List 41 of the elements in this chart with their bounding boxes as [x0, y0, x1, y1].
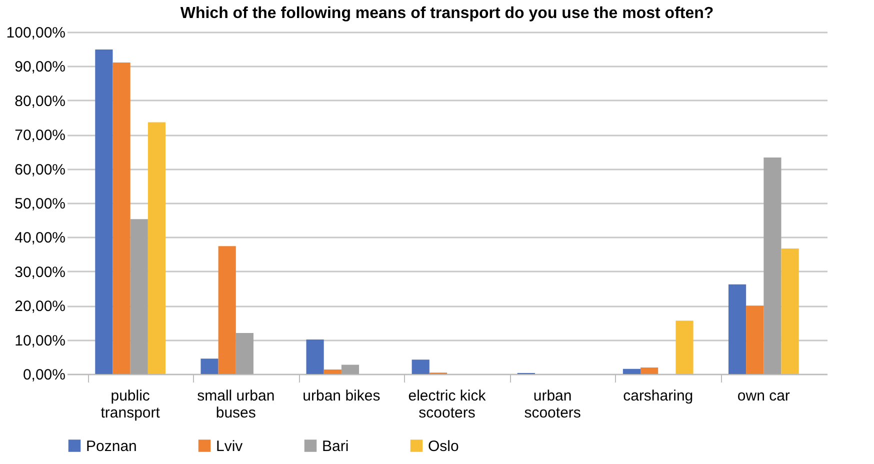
bar: [728, 284, 746, 374]
y-tick-label: 60,00%: [14, 161, 66, 178]
y-tick-label: 40,00%: [14, 230, 66, 247]
bar: [676, 320, 694, 374]
y-tick-label: 100,00%: [6, 24, 66, 42]
bar: [324, 370, 342, 374]
legend-label: Oslo: [428, 438, 459, 455]
y-tick-label: 50,00%: [14, 196, 66, 212]
legend-label: Bari: [322, 438, 349, 455]
bar: [130, 219, 148, 374]
bar: [306, 339, 324, 374]
x-tick-label: urban bikes: [302, 388, 380, 404]
y-tick-label: 90,00%: [14, 58, 66, 76]
bar: [412, 360, 430, 374]
bar: [640, 368, 658, 374]
bar: [112, 62, 130, 374]
x-tick-label: urban scooters: [524, 388, 581, 422]
x-tick-label: own car: [737, 388, 790, 404]
x-tick-label: public transport: [100, 388, 161, 422]
bar: [746, 306, 764, 374]
bar: [148, 122, 166, 374]
x-tick-label: small urban buses: [197, 388, 275, 422]
bar: [200, 358, 218, 374]
legend-label: Lviv: [216, 438, 244, 455]
bar: [622, 368, 641, 374]
y-tick-label: 10,00%: [14, 332, 66, 350]
x-tick-label: electric kick scooters: [408, 388, 486, 422]
y-tick-label: 80,00%: [14, 92, 66, 110]
y-tick-label: 70,00%: [14, 127, 66, 144]
bar: [218, 246, 236, 374]
bar: [236, 332, 254, 374]
bar: [95, 49, 113, 374]
bar: [781, 248, 799, 374]
y-tick-label: 30,00%: [14, 264, 66, 281]
bar: [341, 364, 360, 374]
bar: [764, 158, 782, 374]
x-tick-label: carsharing: [623, 388, 694, 404]
y-tick-label: 0,00%: [22, 366, 66, 384]
chart-title: Which of the following means of transport do you use the most often?: [180, 5, 714, 22]
y-tick-label: 20,00%: [14, 298, 66, 316]
legend-label: Poznan: [86, 438, 137, 455]
